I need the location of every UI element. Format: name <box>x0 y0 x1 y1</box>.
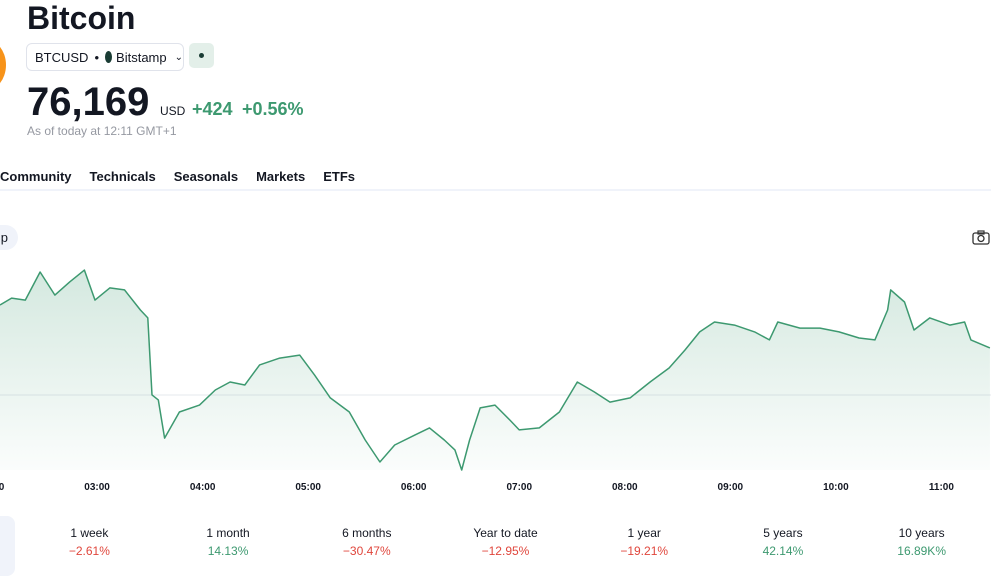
performance-item[interactable]: 1 year −19.21% <box>575 526 714 558</box>
change-percent: +0.56% <box>242 99 304 119</box>
performance-change: −12.95% <box>481 544 530 558</box>
price-line <box>0 269 991 471</box>
x-tick-label: 02:00 <box>0 482 5 493</box>
status-button[interactable] <box>189 43 214 68</box>
symbol: BTCUSD <box>35 49 89 65</box>
x-tick-label: 08:00 <box>612 482 638 493</box>
performance-period: 1 week <box>70 526 109 540</box>
x-tick-label: 07:00 <box>506 482 532 493</box>
symbol-selector[interactable]: BTCUSD • Bitstamp ⌄ <box>26 43 184 71</box>
performance-change: −19.21% <box>620 544 669 558</box>
tab[interactable]: Community <box>0 169 72 184</box>
performance-period: 1 month <box>206 526 250 540</box>
x-tick-label: 05:00 <box>295 482 321 493</box>
performance-item[interactable]: 6 months −30.47% <box>297 526 436 558</box>
tab[interactable]: ETFs <box>323 169 355 184</box>
exchange: Bitstamp <box>116 49 167 65</box>
tabs: Community Technicals Seasonals Markets ETFs <box>0 169 355 184</box>
chip-label: p <box>0 230 8 245</box>
price: 76,169 <box>27 80 150 124</box>
performance-period: 10 years <box>898 526 945 540</box>
tab[interactable]: Technicals <box>89 169 156 184</box>
x-tick-label: 06:00 <box>401 482 427 493</box>
currency: USD <box>160 104 186 118</box>
chart: 02:00 03:00 04:00 05:00 06:00 07:00 08:00 09:00… <box>0 269 991 493</box>
performance: 1 week −2.61% 1 month 14.13% 6 months −30.47%… <box>20 526 991 564</box>
tab[interactable]: Markets <box>256 169 306 184</box>
x-tick-label: 04:00 <box>190 482 216 493</box>
performance-item[interactable]: 5 years 42.14% <box>714 526 853 558</box>
performance-change: 16.89K% <box>897 544 946 558</box>
performance-change: −2.61% <box>68 544 110 558</box>
performance-card-edge <box>0 516 15 576</box>
performance-change: 42.14% <box>762 544 804 558</box>
chevron: ⌄ <box>174 51 183 63</box>
dot: • <box>94 49 100 65</box>
x-tick-label: 11:00 <box>929 482 954 493</box>
tabs-border <box>0 189 991 191</box>
performance-period: Year to date <box>473 526 538 540</box>
chip[interactable]: p <box>0 225 18 250</box>
performance-change: −30.47% <box>342 544 391 558</box>
timestamp: As of today at 12:11 GMT+1 <box>27 124 177 138</box>
x-tick-label: 10:00 <box>823 482 849 493</box>
exchange-icon <box>105 51 113 63</box>
performance-item[interactable]: 1 month 14.13% <box>159 526 298 558</box>
performance-period: 5 years <box>763 526 803 540</box>
performance-period: 6 months <box>342 526 392 540</box>
x-tick-label: 09:00 <box>718 482 744 493</box>
camera-icon[interactable] <box>972 230 990 245</box>
performance-item[interactable]: 10 years 16.89K% <box>852 526 991 558</box>
area <box>0 270 990 470</box>
change: +424 <box>192 99 233 119</box>
performance-item[interactable]: 1 week −2.61% <box>20 526 159 558</box>
performance-item[interactable]: Year to date −12.95% <box>436 526 575 558</box>
x-tick-label: 03:00 <box>84 482 110 493</box>
performance-period: 1 year <box>627 526 661 540</box>
logo <box>0 38 6 92</box>
tab[interactable]: Seasonals <box>173 169 239 184</box>
title: Bitcoin <box>27 0 136 36</box>
performance-change: 14.13% <box>207 544 249 558</box>
status-dot <box>199 53 204 58</box>
